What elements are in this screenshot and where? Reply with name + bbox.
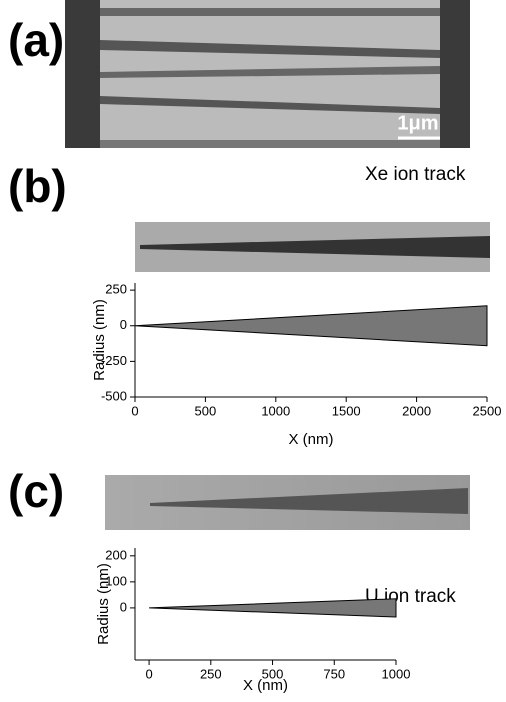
x-tick-label: 1000 — [382, 666, 411, 681]
x-tick-label: 0 — [131, 403, 138, 418]
x-axis-label: X (nm) — [289, 431, 334, 448]
y-tick-label: 0 — [120, 317, 127, 332]
sem-image-a — [65, 0, 470, 148]
x-tick-label: 1000 — [261, 403, 290, 418]
panel-label: (c) — [8, 465, 64, 517]
y-axis-label: Radius (nm) — [91, 299, 108, 381]
y-tick-label: -250 — [101, 353, 127, 368]
y-tick-label: 200 — [105, 547, 127, 562]
annotation: Xe ion track — [365, 164, 466, 185]
x-tick-label: 250 — [200, 666, 222, 681]
x-tick-label: 2000 — [402, 403, 431, 418]
x-tick-label: 2500 — [473, 403, 502, 418]
panel-label: (b) — [8, 160, 67, 212]
scale-bar-label: 1μm — [397, 112, 438, 134]
x-tick-label: 0 — [145, 666, 152, 681]
x-tick-label: 750 — [323, 666, 345, 681]
panel-label: (a) — [8, 14, 64, 66]
x-tick-label: 500 — [195, 403, 217, 418]
y-axis-label: Radius (nm) — [95, 563, 112, 645]
cone-area — [134, 305, 488, 347]
x-axis-label: X (nm) — [243, 677, 288, 694]
sem-image-c — [105, 475, 470, 530]
x-tick-label: 500 — [262, 666, 284, 681]
y-tick-label: 250 — [105, 282, 127, 297]
x-tick-label: 1500 — [332, 403, 361, 418]
cone-area — [149, 598, 397, 618]
y-tick-label: 0 — [120, 599, 127, 614]
sem-image-b — [135, 222, 490, 272]
y-tick-label: -500 — [101, 388, 127, 403]
y-tick-label: 100 — [105, 573, 127, 588]
